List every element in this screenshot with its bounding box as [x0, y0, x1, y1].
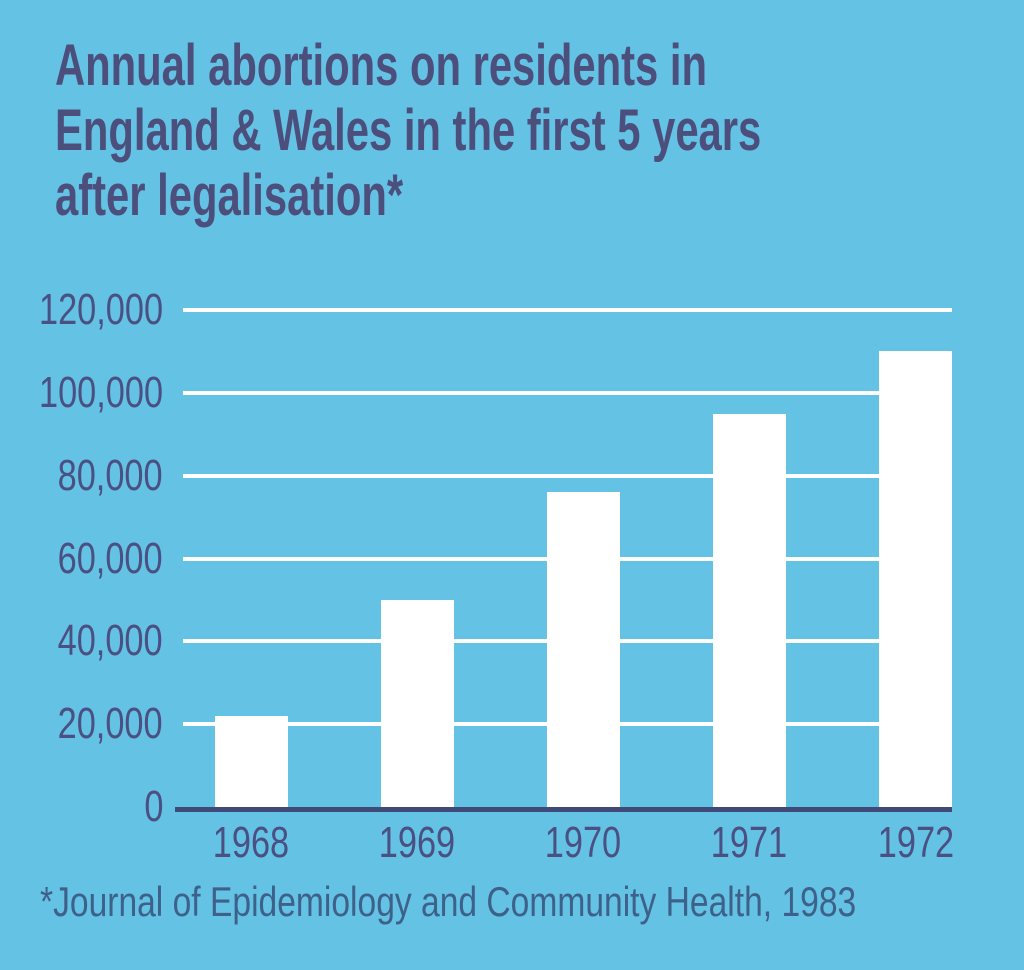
y-tick-label-20000: 20,000 — [28, 702, 163, 746]
x-axis-line — [175, 807, 952, 812]
bar-1972 — [879, 351, 952, 807]
plot-area — [175, 308, 952, 812]
chart-title-text-1: Annual abortions on residents in — [55, 33, 707, 98]
chart-title-text-3: after legalisation* — [55, 163, 404, 228]
y-tick-text: 0 — [143, 782, 163, 831]
x-tick-text: 1969 — [378, 818, 456, 867]
y-tick-label-80000: 80,000 — [28, 450, 163, 500]
x-tick-label-1968: 1968 — [181, 820, 321, 866]
chart-title: Annual abortions on residents in England… — [55, 33, 1024, 228]
gridline-100000 — [183, 390, 952, 395]
x-tick-text: 1971 — [711, 818, 788, 867]
y-tick-label-60000: 60,000 — [28, 533, 163, 583]
x-tick-label-1969: 1969 — [347, 820, 487, 866]
x-tick-label-1972: 1972 — [846, 820, 986, 866]
gridline-120000 — [183, 308, 952, 312]
chart-title-line-2: England & Wales in the first 5 years — [55, 98, 1024, 163]
y-tick-label-120000: 120,000 — [4, 288, 163, 332]
y-tick-label-100000: 100,000 — [4, 367, 163, 417]
y-tick-text: 20,000 — [58, 699, 163, 749]
x-tick-text: 1968 — [212, 818, 290, 867]
y-tick-text: 100,000 — [38, 367, 163, 417]
x-tick-label-1970: 1970 — [513, 820, 653, 866]
gridline-80000 — [183, 473, 952, 478]
chart-title-line-1: Annual abortions on residents in — [55, 33, 1024, 98]
y-tick-label-40000: 40,000 — [28, 619, 163, 663]
x-tick-label-1971: 1971 — [679, 820, 819, 866]
bar-1969 — [380, 599, 454, 807]
bar-1971 — [712, 413, 786, 807]
bar-1968 — [214, 715, 288, 807]
x-tick-text: 1972 — [877, 818, 954, 867]
y-tick-text: 40,000 — [58, 616, 163, 666]
source-note-text: *Journal of Epidemiology and Community H… — [40, 878, 857, 925]
y-tick-text: 120,000 — [38, 285, 163, 334]
y-tick-label-0: 0 — [139, 785, 163, 829]
chart-title-text-2: England & Wales in the first 5 years — [55, 98, 762, 163]
y-tick-text: 80,000 — [58, 450, 163, 500]
bar-1970 — [546, 492, 620, 807]
y-tick-text: 60,000 — [58, 533, 163, 583]
x-tick-text: 1970 — [545, 818, 622, 867]
source-note: *Journal of Epidemiology and Community H… — [40, 878, 1024, 926]
chart-title-line-3: after legalisation* — [55, 163, 1024, 228]
y-axis-labels: 0 20,000 40,000 60,000 80,000 100,000 120,000 — [0, 288, 163, 829]
x-axis-labels: 1968 1969 1970 1971 1972 — [181, 820, 954, 870]
